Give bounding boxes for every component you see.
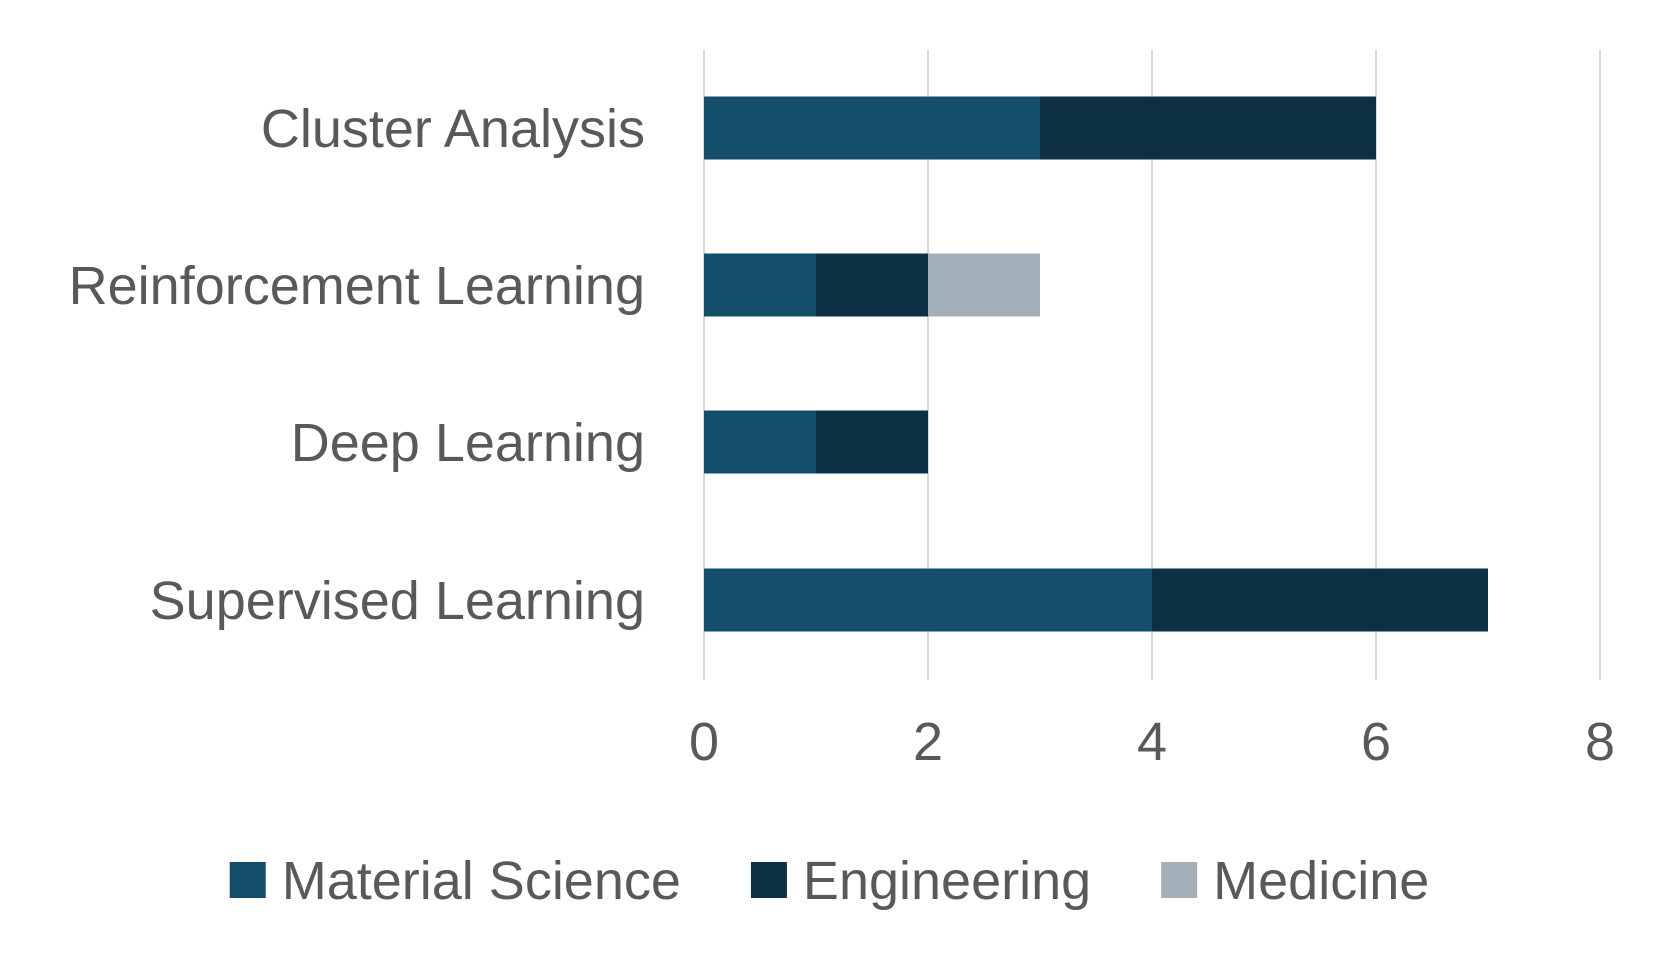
bar-segment (1040, 96, 1376, 160)
legend-label: Material Science (282, 851, 681, 911)
bar-segment (704, 568, 1152, 632)
x-tick-label: 0 (689, 712, 719, 772)
bar-segment (928, 253, 1040, 317)
bar-segment (704, 253, 816, 317)
bar-segment (816, 410, 928, 474)
legend-label: Medicine (1213, 851, 1429, 911)
bar-segment (1152, 568, 1488, 632)
x-tick-label: 6 (1361, 712, 1391, 772)
x-tick-label: 2 (913, 712, 943, 772)
category-label: Cluster Analysis (261, 99, 645, 159)
legend-swatch (1161, 862, 1198, 898)
x-axis-tick-labels: 0 2 4 6 8 (689, 712, 1615, 772)
bar-segment (816, 253, 928, 317)
category-label: Deep Learning (291, 413, 645, 473)
legend-label: Engineering (803, 851, 1091, 911)
legend-item: Medicine (1161, 851, 1429, 911)
bar-segment (704, 410, 816, 474)
x-tick-label: 4 (1137, 712, 1167, 772)
category-label: Reinforcement Learning (69, 256, 645, 316)
category-label: Supervised Learning (150, 571, 645, 631)
legend-swatch (750, 862, 787, 898)
x-tick-label: 8 (1585, 712, 1615, 772)
bars (704, 96, 1488, 632)
legend-item: Engineering (750, 851, 1091, 911)
bar-segment (704, 96, 1040, 160)
category-labels: Cluster Analysis Reinforcement Learning De… (69, 99, 645, 631)
legend-item: Material Science (229, 851, 681, 911)
legend: Material Science Engineering Medicine (229, 851, 1429, 911)
legend-swatch (229, 862, 266, 898)
